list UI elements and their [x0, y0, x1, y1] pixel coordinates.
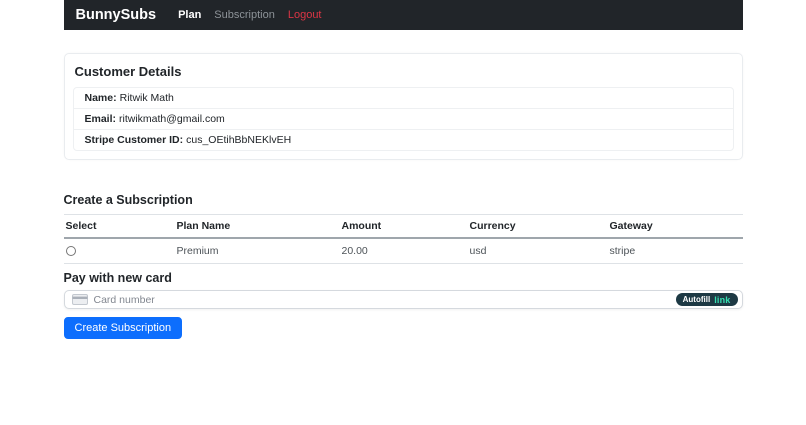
customer-name-value: Ritwik Math	[119, 92, 174, 104]
nav-item-plan[interactable]: Plan	[178, 9, 202, 21]
column-header-plan-name: Plan Name	[174, 214, 340, 239]
page-container: BunnySubs Plan Subscription Logout Custo…	[63, 0, 743, 339]
autofill-link-badge[interactable]: Autofill link	[675, 293, 738, 306]
column-header-gateway: Gateway	[607, 214, 743, 239]
stripe-link-logo: link	[714, 294, 731, 305]
customer-stripe-id-label: Stripe Customer ID:	[84, 134, 184, 146]
plan-currency-cell: usd	[467, 238, 608, 264]
customer-stripe-id-row: Stripe Customer ID: cus_OEtihBbNEKlvEH	[72, 129, 734, 151]
customer-email-value: ritwikmath@gmail.com	[119, 113, 225, 125]
plans-table: Select Plan Name Amount Currency Gateway…	[63, 214, 743, 264]
column-header-currency: Currency	[467, 214, 608, 239]
pay-with-new-card-title: Pay with new card	[63, 271, 172, 285]
plan-amount-cell: 20.00	[339, 238, 468, 264]
customer-email-label: Email:	[84, 113, 117, 125]
column-header-amount: Amount	[339, 214, 468, 239]
customer-email-row: Email: ritwikmath@gmail.com	[72, 108, 734, 130]
credit-card-icon	[71, 294, 88, 305]
customer-details-card: Customer Details Name: Ritwik Math Email:…	[63, 53, 743, 160]
brand-bunnysubs[interactable]: BunnySubs	[75, 7, 157, 23]
nav-item-logout[interactable]: Logout	[287, 9, 322, 21]
customer-details-title: Customer Details	[74, 64, 182, 79]
autofill-label: Autofill	[682, 295, 711, 304]
customer-name-row: Name: Ritwik Math	[72, 87, 734, 109]
plan-gateway-cell: stripe	[607, 238, 743, 264]
customer-name-label: Name:	[84, 92, 117, 104]
customer-stripe-id-value: cus_OEtihBbNEKlvEH	[186, 134, 292, 146]
create-subscription-button[interactable]: Create Subscription	[63, 317, 183, 339]
plan-select-radio[interactable]	[65, 246, 76, 257]
create-subscription-title: Create a Subscription	[63, 193, 193, 207]
column-header-select: Select	[63, 214, 175, 239]
customer-details-list: Name: Ritwik Math Email: ritwikmath@gmail.…	[72, 87, 734, 151]
card-number-input[interactable]	[93, 293, 676, 306]
nav-item-subscription[interactable]: Subscription	[214, 9, 275, 21]
plan-row-premium: Premium 20.00 usd stripe	[63, 238, 743, 264]
plans-table-header: Select Plan Name Amount Currency Gateway	[63, 214, 743, 239]
card-number-field[interactable]: Autofill link	[63, 290, 743, 309]
navbar: BunnySubs Plan Subscription Logout	[63, 0, 743, 30]
plan-name-cell: Premium	[174, 238, 340, 264]
